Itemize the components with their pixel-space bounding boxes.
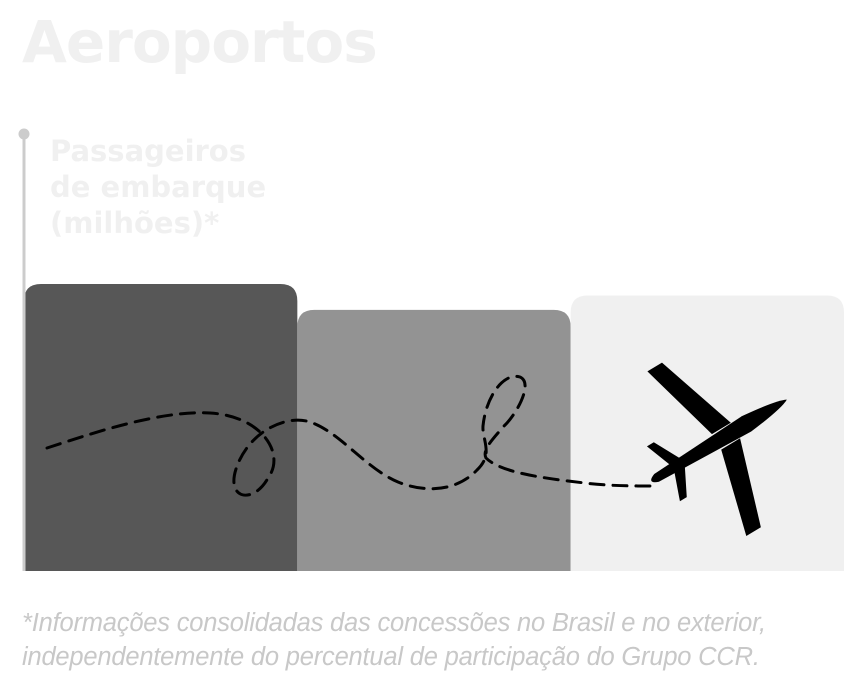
footnote: *Informações consolidadas das concessões… [22,606,852,674]
y-axis-label: Passageiros de embarque (milhões)* [50,133,350,241]
y-axis-label-line: (milhões)* [50,206,220,240]
bar-2 [297,309,571,571]
bar-1 [24,284,298,571]
bar-3 [570,295,844,571]
footnote-line: *Informações consolidadas das concessões… [22,609,766,637]
airplane-icon [646,362,787,536]
y-axis-label-line: de embarque [50,170,267,204]
bars-group [24,284,844,571]
chart-title: Aeroportos [22,8,378,76]
dashed-flight-path [45,374,657,497]
y-axis-label-line: Passageiros [50,134,246,168]
y-axis-cap [18,128,30,140]
footnote-line: independentemente do percentual de parti… [22,643,760,671]
